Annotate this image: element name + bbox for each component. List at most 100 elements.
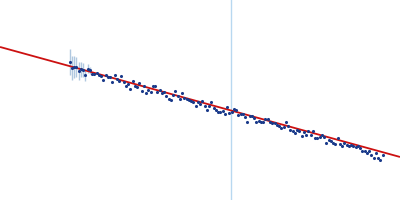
Point	[220, 109, 226, 112]
Point	[235, 113, 242, 117]
Point	[233, 108, 240, 111]
Point	[123, 84, 129, 88]
Point	[337, 143, 343, 146]
Point	[274, 124, 280, 127]
Point	[96, 74, 102, 77]
Point	[199, 99, 206, 103]
Point	[91, 72, 98, 75]
Point	[352, 145, 359, 149]
Point	[202, 104, 208, 107]
Point	[195, 100, 201, 103]
Point	[204, 109, 210, 112]
Point	[256, 119, 262, 122]
Point	[184, 98, 190, 101]
Point	[224, 106, 230, 109]
Point	[310, 130, 316, 133]
Point	[222, 112, 228, 115]
Point	[282, 120, 289, 124]
Point	[145, 89, 152, 92]
Point	[78, 68, 84, 71]
Point	[377, 158, 384, 162]
Point	[192, 104, 199, 108]
Point	[152, 84, 158, 88]
Point	[242, 115, 248, 118]
Point	[120, 80, 127, 83]
Point	[325, 138, 332, 141]
Point	[249, 114, 255, 118]
Point	[179, 92, 185, 95]
Point	[289, 130, 296, 133]
Point	[312, 136, 318, 139]
Point	[215, 110, 222, 113]
Point	[228, 111, 235, 114]
Point	[82, 74, 88, 77]
Point	[364, 151, 370, 154]
Point	[348, 143, 354, 146]
Point	[319, 134, 325, 137]
Point	[154, 90, 160, 94]
Point	[260, 121, 266, 124]
Point	[197, 102, 203, 105]
Point	[323, 141, 330, 144]
Point	[84, 67, 91, 70]
Point	[75, 69, 82, 72]
Point	[366, 150, 372, 153]
Point	[163, 94, 170, 97]
Point	[89, 73, 95, 76]
Point	[343, 143, 350, 147]
Point	[156, 88, 163, 91]
Point	[375, 156, 381, 159]
Point	[370, 156, 377, 159]
Point	[271, 121, 278, 125]
Point	[262, 117, 269, 120]
Point	[107, 75, 113, 79]
Point	[105, 75, 111, 78]
Point	[341, 141, 348, 145]
Point	[98, 74, 104, 77]
Point	[93, 71, 100, 74]
Point	[148, 91, 154, 94]
Point	[132, 84, 138, 87]
Point	[114, 78, 120, 81]
Point	[73, 65, 80, 69]
Point	[166, 97, 172, 100]
Point	[186, 98, 192, 101]
Point	[321, 136, 327, 139]
Point	[314, 136, 320, 139]
Point	[292, 131, 298, 134]
Point	[116, 80, 122, 83]
Point	[316, 135, 323, 138]
Point	[226, 111, 233, 114]
Point	[168, 98, 174, 101]
Point	[355, 144, 361, 148]
Point	[66, 60, 73, 63]
Point	[102, 73, 109, 77]
Point	[80, 68, 86, 72]
Point	[210, 107, 217, 110]
Point	[359, 150, 366, 153]
Point	[328, 139, 334, 142]
Point	[368, 154, 374, 157]
Point	[251, 116, 258, 119]
Point	[159, 91, 165, 95]
Point	[188, 100, 194, 103]
Point	[276, 125, 282, 128]
Point	[138, 89, 145, 93]
Point	[253, 120, 260, 124]
Point	[172, 89, 179, 92]
Point	[264, 117, 271, 120]
Point	[69, 66, 75, 70]
Point	[208, 101, 215, 104]
Point	[305, 129, 312, 132]
Point	[141, 84, 147, 88]
Point	[380, 153, 386, 156]
Point	[213, 109, 219, 112]
Point	[361, 150, 368, 153]
Point	[231, 108, 237, 111]
Point	[350, 144, 356, 148]
Point	[217, 110, 224, 114]
Point	[130, 80, 136, 83]
Point	[125, 82, 131, 85]
Point	[181, 97, 188, 100]
Point	[330, 141, 336, 144]
